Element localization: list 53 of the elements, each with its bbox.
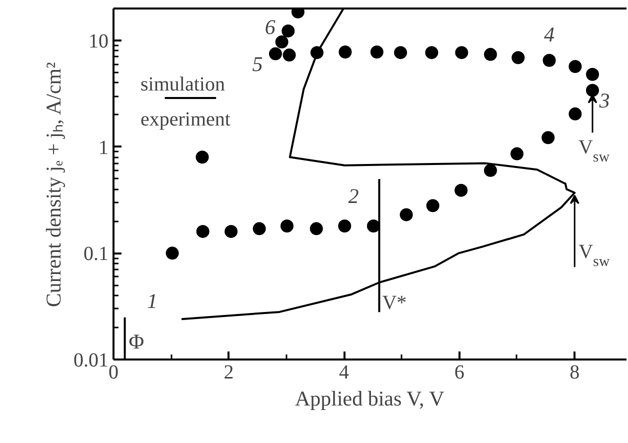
point xyxy=(568,60,582,73)
point xyxy=(282,48,296,62)
point xyxy=(454,184,468,197)
x-tick-label: 2 xyxy=(224,362,234,384)
y-tick-label: 10 xyxy=(88,30,108,53)
point xyxy=(275,35,288,48)
point xyxy=(400,208,413,222)
point xyxy=(196,224,210,238)
x-tick-label: 4 xyxy=(339,362,350,384)
annotation: 5 xyxy=(252,52,263,76)
point xyxy=(455,46,468,60)
x-tick-label: 6 xyxy=(454,362,464,384)
annotation: 4 xyxy=(544,22,556,46)
annotation: 6 xyxy=(264,14,276,39)
point xyxy=(166,246,179,260)
y-tick-label: 0.01 xyxy=(74,350,108,372)
point xyxy=(338,45,352,58)
point xyxy=(196,150,209,164)
point xyxy=(510,147,524,160)
point xyxy=(268,47,282,60)
point xyxy=(512,51,525,64)
annotation: 2 xyxy=(348,184,360,208)
point xyxy=(310,46,324,60)
point xyxy=(484,48,497,61)
point xyxy=(366,220,380,233)
point xyxy=(370,45,384,58)
point xyxy=(252,222,266,236)
point xyxy=(310,222,323,236)
point xyxy=(280,220,294,233)
point xyxy=(425,46,438,60)
y-tick-label: 1 xyxy=(98,136,108,159)
annotation: V* xyxy=(382,292,407,314)
annotation: 1 xyxy=(147,289,158,314)
point xyxy=(282,24,295,38)
point xyxy=(426,199,440,212)
x-tick-label: 0 xyxy=(108,362,118,384)
point xyxy=(586,84,599,97)
annotation: Φ xyxy=(128,330,144,354)
point xyxy=(394,46,408,60)
x-tick-label: 8 xyxy=(570,362,580,384)
point xyxy=(338,220,352,233)
series-label: experiment xyxy=(140,108,231,130)
point xyxy=(224,224,238,238)
y-axis-title: Current density jₑ + jₕ, A/cm² xyxy=(42,62,66,308)
point xyxy=(586,68,599,81)
y-tick-label: 0.1 xyxy=(84,243,108,266)
text: simulation xyxy=(140,74,225,96)
point xyxy=(542,54,556,67)
point xyxy=(542,131,555,144)
x-axis-title: Applied bias V, V xyxy=(294,386,444,410)
annotation: 3 xyxy=(598,88,610,112)
point xyxy=(568,107,582,120)
point xyxy=(484,164,497,177)
